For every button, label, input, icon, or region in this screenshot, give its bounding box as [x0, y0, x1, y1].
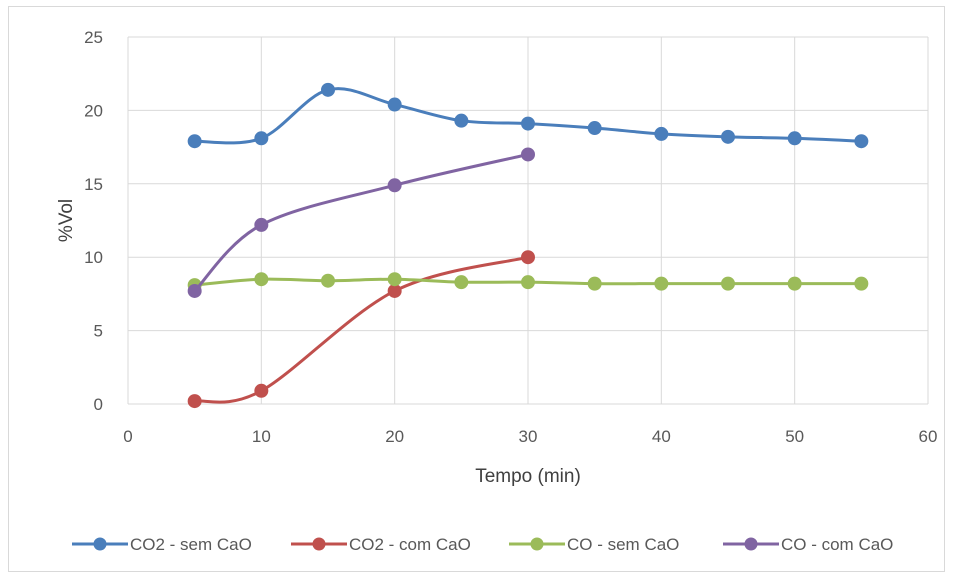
y-tick-label: 0: [94, 395, 103, 414]
data-point: [321, 82, 335, 97]
data-point: [521, 147, 535, 162]
legend-item: CO2 - com CaO: [291, 535, 471, 554]
series-1: [187, 82, 869, 149]
y-tick-label: 20: [84, 101, 103, 120]
y-axis-title: %Vol: [56, 199, 77, 242]
legend-label: CO2 - sem CaO: [130, 535, 252, 554]
data-point: [187, 283, 202, 298]
y-tick-label: 25: [84, 28, 103, 47]
legend-marker: [312, 537, 326, 551]
data-point: [854, 276, 869, 291]
chart-area: [8, 6, 945, 572]
legend-label: CO - sem CaO: [567, 535, 679, 554]
data-point: [454, 275, 469, 290]
y-tick-label: 5: [94, 322, 103, 341]
axes: 0 5 10 15 20 25 0 10 20 30 40 50 60: [84, 28, 937, 446]
x-tick-label: 20: [385, 427, 404, 446]
legend-marker: [744, 537, 758, 551]
data-point: [787, 131, 802, 146]
data-point: [654, 126, 669, 141]
data-point: [254, 131, 269, 146]
x-tick-label: 30: [519, 427, 538, 446]
data-point: [387, 97, 402, 112]
data-point: [654, 276, 669, 291]
data-point: [587, 121, 602, 136]
data-point: [321, 273, 335, 288]
data-point: [721, 276, 735, 291]
x-axis-title: Tempo (min): [475, 466, 581, 487]
data-point: [254, 383, 269, 398]
data-point: [721, 129, 735, 144]
legend-item: CO2 - sem CaO: [72, 535, 252, 554]
y-tick-label: 15: [84, 175, 103, 194]
data-point: [587, 276, 602, 291]
data-point: [187, 394, 202, 409]
legend-marker: [530, 537, 544, 551]
data-point: [454, 113, 469, 128]
data-point: [787, 276, 802, 291]
legend-item: CO - com CaO: [723, 535, 893, 554]
legend-item: CO - sem CaO: [509, 535, 679, 554]
x-tick-label: 50: [785, 427, 804, 446]
x-tick-label: 0: [123, 427, 132, 446]
data-point: [254, 217, 269, 232]
data-point: [254, 272, 269, 287]
data-point: [521, 250, 535, 265]
series-2: [187, 250, 535, 409]
series-line: [193, 152, 529, 293]
data-point: [387, 272, 402, 287]
legend-label: CO2 - com CaO: [349, 535, 471, 554]
series-3: [187, 272, 869, 293]
data-point: [854, 134, 869, 149]
x-tick-label: 60: [919, 427, 938, 446]
data-point: [387, 283, 402, 298]
legend: CO2 - sem CaO CO2 - com CaO CO - sem CaO CO…: [72, 535, 893, 554]
grid-lines: [127, 36, 929, 405]
data-point: [521, 116, 535, 131]
legend-label: CO - com CaO: [781, 535, 893, 554]
data-point: [187, 134, 202, 149]
y-tick-label: 10: [84, 248, 103, 267]
x-tick-label: 40: [652, 427, 671, 446]
data-point: [521, 275, 535, 290]
data-series: [187, 82, 869, 409]
series-4: [187, 147, 535, 298]
legend-marker: [93, 537, 107, 551]
data-point: [387, 178, 402, 193]
series-line: [194, 255, 529, 404]
x-tick-label: 10: [252, 427, 271, 446]
